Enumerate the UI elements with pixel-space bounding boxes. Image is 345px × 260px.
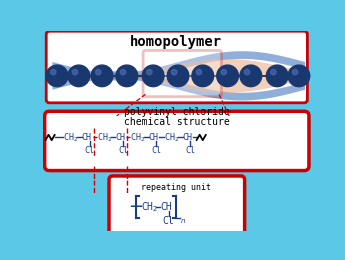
Circle shape [91, 65, 113, 87]
Circle shape [266, 65, 288, 87]
Circle shape [72, 69, 78, 75]
Text: chemical structure: chemical structure [124, 117, 229, 127]
Text: CH: CH [115, 133, 125, 142]
Text: CH$_2$: CH$_2$ [141, 200, 158, 214]
Circle shape [68, 65, 90, 87]
Circle shape [116, 65, 138, 87]
PathPatch shape [52, 59, 305, 93]
Circle shape [271, 69, 276, 75]
Circle shape [217, 65, 238, 87]
Text: repeating unit: repeating unit [141, 183, 211, 192]
FancyBboxPatch shape [45, 111, 309, 171]
Circle shape [142, 65, 164, 87]
Text: −: − [129, 198, 144, 216]
FancyBboxPatch shape [46, 31, 307, 103]
Circle shape [167, 65, 189, 87]
Circle shape [147, 69, 152, 75]
Circle shape [288, 65, 310, 87]
Text: CH: CH [82, 133, 92, 142]
Text: Cl: Cl [85, 146, 95, 155]
Text: CH$_2$: CH$_2$ [164, 131, 179, 144]
Circle shape [240, 65, 262, 87]
Text: Cl: Cl [185, 146, 195, 155]
Circle shape [120, 69, 126, 75]
Text: CH: CH [183, 133, 193, 142]
Text: Cl: Cl [151, 146, 161, 155]
Text: Cl: Cl [118, 146, 128, 155]
Circle shape [96, 69, 101, 75]
Text: polyvinyl chloride: polyvinyl chloride [124, 107, 229, 117]
Text: n: n [180, 218, 185, 224]
Text: CH$_2$: CH$_2$ [63, 131, 79, 144]
Text: homopolymer: homopolymer [130, 35, 223, 49]
Circle shape [192, 65, 214, 87]
Text: CH: CH [160, 202, 172, 212]
Circle shape [171, 69, 177, 75]
Circle shape [196, 69, 202, 75]
PathPatch shape [52, 51, 305, 81]
FancyBboxPatch shape [143, 50, 221, 97]
Text: CH$_2$: CH$_2$ [97, 131, 112, 144]
Text: CH: CH [149, 133, 158, 142]
Circle shape [292, 69, 298, 75]
PathPatch shape [52, 71, 305, 101]
FancyBboxPatch shape [109, 176, 245, 235]
Circle shape [51, 69, 56, 75]
Text: CH$_2$: CH$_2$ [130, 131, 145, 144]
Circle shape [46, 65, 68, 87]
Circle shape [244, 69, 250, 75]
Circle shape [221, 69, 226, 75]
Text: Cl: Cl [163, 216, 175, 226]
